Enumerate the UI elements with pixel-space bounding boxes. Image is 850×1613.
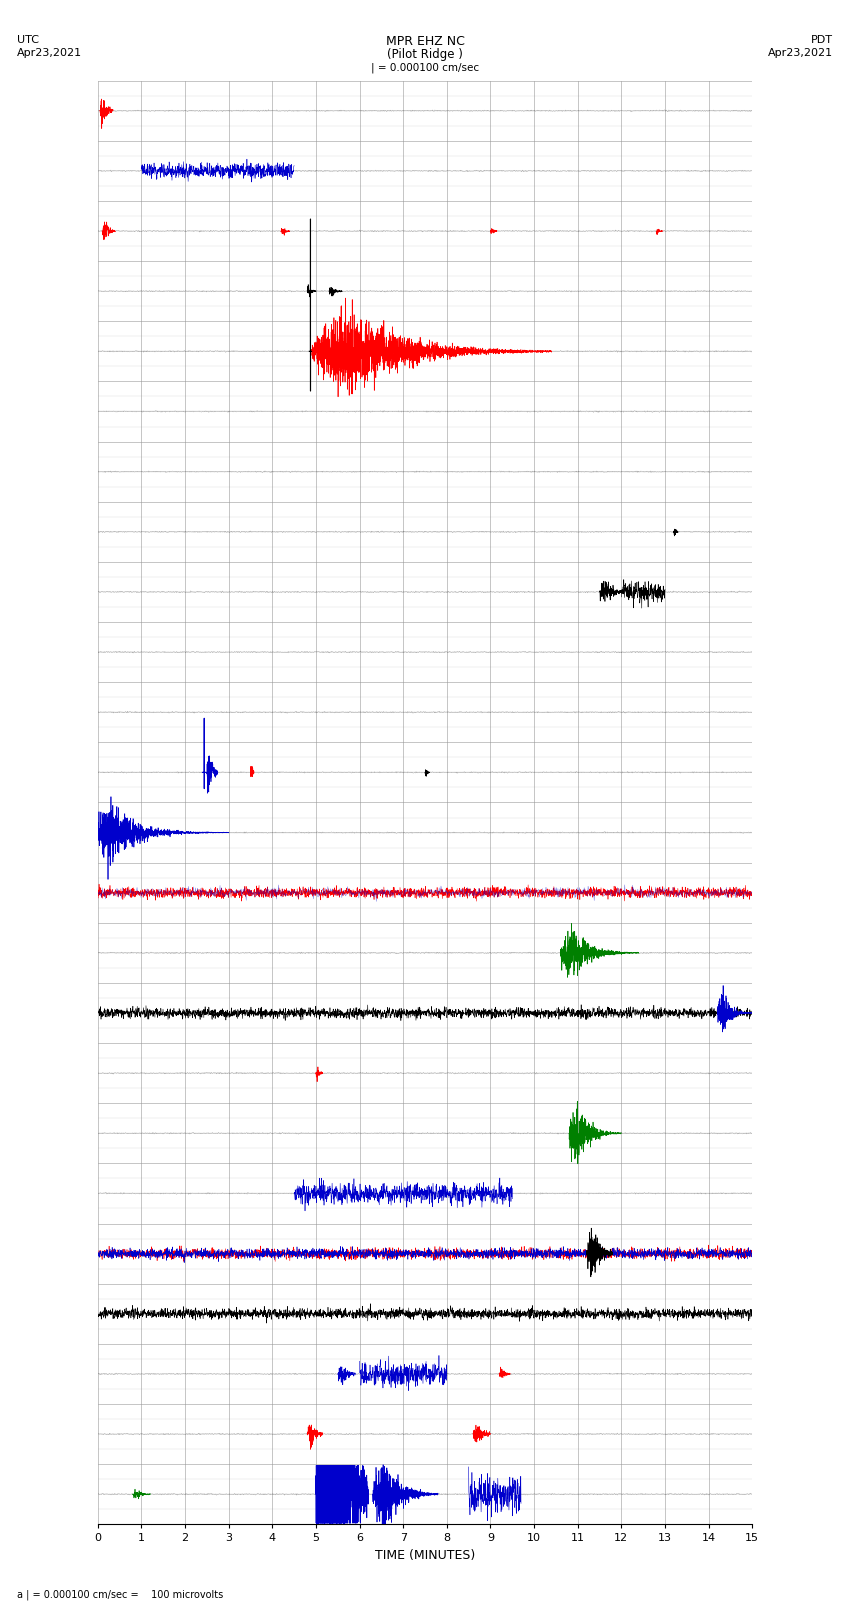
Text: MPR EHZ NC: MPR EHZ NC xyxy=(386,35,464,48)
Text: Apr23,2021: Apr23,2021 xyxy=(768,48,833,58)
Text: Apr23,2021: Apr23,2021 xyxy=(17,48,82,58)
Text: UTC: UTC xyxy=(17,35,39,45)
Text: | = 0.000100 cm/sec: | = 0.000100 cm/sec xyxy=(371,63,479,74)
Text: (Pilot Ridge ): (Pilot Ridge ) xyxy=(387,48,463,61)
Text: a | = 0.000100 cm/sec =    100 microvolts: a | = 0.000100 cm/sec = 100 microvolts xyxy=(17,1589,224,1600)
Text: PDT: PDT xyxy=(811,35,833,45)
X-axis label: TIME (MINUTES): TIME (MINUTES) xyxy=(375,1548,475,1561)
